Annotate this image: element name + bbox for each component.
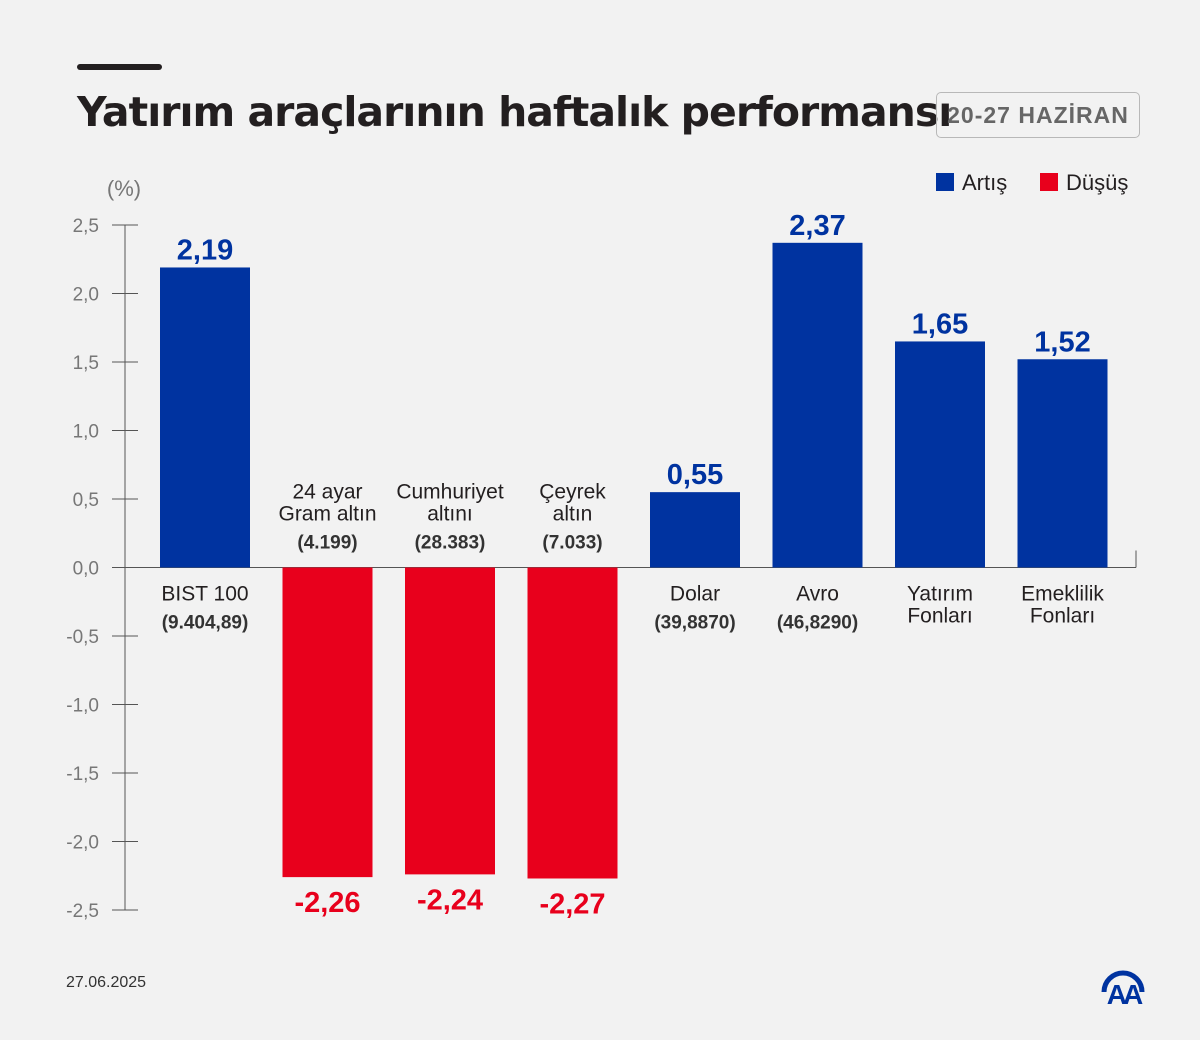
legend-swatch xyxy=(1040,173,1058,191)
category-label: Çeyrek xyxy=(539,481,606,504)
bar xyxy=(405,567,495,875)
y-tick-label: -1,0 xyxy=(66,696,99,717)
bar xyxy=(1017,359,1108,568)
category-label: Fonları xyxy=(1030,605,1095,628)
category-label: Yatırım xyxy=(907,583,973,606)
bar xyxy=(160,267,250,568)
y-tick-label: -2,5 xyxy=(66,901,99,922)
value-label: 0,55 xyxy=(667,459,723,491)
category-label: BIST 100 xyxy=(161,583,248,606)
y-tick-label: 2,5 xyxy=(73,216,99,237)
legend-swatch xyxy=(936,173,954,191)
y-tick-label: -2,0 xyxy=(66,833,99,854)
bar xyxy=(650,492,740,568)
bar xyxy=(772,242,863,568)
y-tick-label: -0,5 xyxy=(66,627,99,648)
category-label: altını xyxy=(427,503,473,526)
y-tick-label: -1,5 xyxy=(66,764,99,785)
value-label: 2,19 xyxy=(177,234,233,266)
category-label: Avro xyxy=(796,583,839,606)
legend-label: Düşüş xyxy=(1066,170,1128,195)
category-label: Gram altın xyxy=(278,503,376,526)
bar xyxy=(527,567,618,879)
category-label: Emeklilik xyxy=(1021,583,1104,606)
category-label: Cumhuriyet xyxy=(396,481,504,504)
value-label: -2,27 xyxy=(539,888,605,920)
value-label: 2,37 xyxy=(789,210,845,242)
category-label: Fonları xyxy=(907,605,972,628)
y-tick-label: 1,0 xyxy=(73,422,99,443)
value-label: 1,65 xyxy=(912,308,968,340)
page-title: Yatırım araçlarının haftalık performansı xyxy=(77,88,952,136)
svg-text:AA: AA xyxy=(1107,979,1143,1006)
category-sublabel: (9.404,89) xyxy=(162,613,249,634)
category-sublabel: (46,8290) xyxy=(777,613,858,634)
value-label: -2,24 xyxy=(417,884,483,916)
y-tick-label: 2,0 xyxy=(73,285,99,306)
legend-label: Artış xyxy=(962,170,1007,195)
y-tick-label: 1,5 xyxy=(73,353,99,374)
bar xyxy=(282,567,373,878)
category-sublabel: (39,8870) xyxy=(654,613,735,634)
y-axis-label: (%) xyxy=(107,176,141,201)
category-label: Dolar xyxy=(670,583,720,606)
category-label: 24 ayar xyxy=(292,481,362,504)
category-sublabel: (4.199) xyxy=(297,533,357,554)
period-badge: 20-27 HAZİRAN xyxy=(936,92,1140,138)
category-sublabel: (28.383) xyxy=(415,533,486,554)
y-tick-label: 0,0 xyxy=(73,559,99,580)
category-label: altın xyxy=(553,503,593,526)
publish-date: 27.06.2025 xyxy=(66,974,147,991)
aa-logo-icon: AA xyxy=(1101,970,1146,1006)
value-label: -2,26 xyxy=(294,887,360,919)
decorative-bar xyxy=(77,64,162,70)
category-sublabel: (7.033) xyxy=(542,533,602,554)
value-label: 1,52 xyxy=(1034,326,1090,358)
bar xyxy=(895,341,985,568)
y-tick-label: 0,5 xyxy=(73,490,99,511)
